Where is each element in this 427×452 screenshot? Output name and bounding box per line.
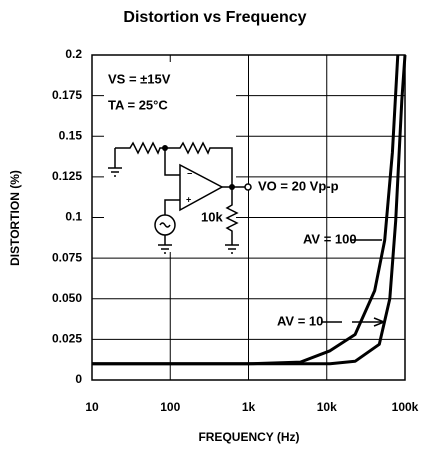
y-tick-label: 0.2 (65, 47, 82, 61)
svg-text:−: − (187, 168, 192, 178)
y-tick-label: 0.075 (52, 250, 82, 264)
x-tick-label: 100k (392, 400, 419, 414)
plot-frame (91, 54, 406, 381)
annotation: TA = 25°C (108, 97, 168, 112)
x-tick-label: 1k (242, 400, 256, 414)
y-tick-label: 0.15 (59, 128, 83, 142)
series-label: AV = 10 (277, 313, 323, 328)
chart-title: Distortion vs Frequency (123, 9, 306, 26)
inset-background (104, 62, 236, 252)
y-tick-label: 0.1 (65, 210, 82, 224)
y-tick-label: 0.125 (52, 169, 82, 183)
y-axis-label: DISTORTION (%) (8, 170, 22, 266)
schematic: − + (108, 141, 252, 254)
svg-text:+: + (186, 194, 191, 204)
y-tick-label: 0.175 (52, 88, 82, 102)
annotation: VS = ±15V (108, 71, 171, 86)
y-tick-label: 0 (75, 372, 82, 386)
y-tick-label: 0.050 (52, 291, 82, 305)
x-tick-label: 10k (317, 400, 337, 414)
x-axis-label: FREQUENCY (Hz) (198, 430, 299, 444)
x-tick-label: 100 (160, 400, 180, 414)
label-leader (322, 317, 387, 327)
annotation: 10k (201, 209, 223, 224)
series-label: AV = 100 (303, 231, 357, 246)
x-tick-label: 10 (85, 400, 99, 414)
line (92, 54, 407, 366)
y-tick-label: 0.025 (52, 332, 82, 346)
annotation: VO = 20 Vp-p (258, 178, 339, 193)
